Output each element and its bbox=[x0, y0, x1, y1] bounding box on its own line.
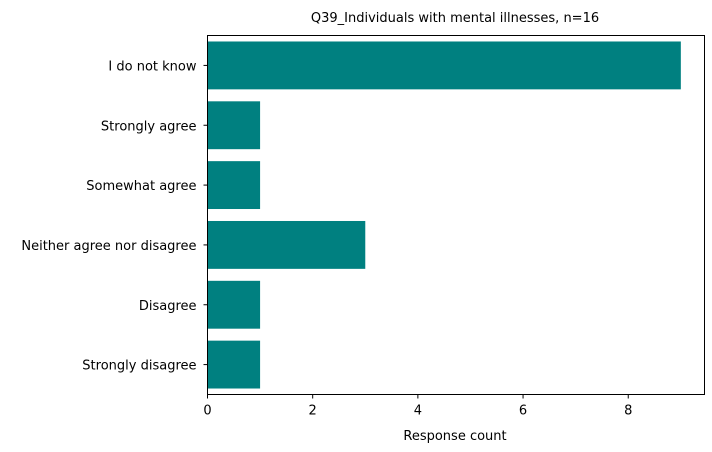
y-tick-label: Neither agree nor disagree bbox=[21, 239, 196, 254]
y-tick-label: I do not know bbox=[108, 59, 196, 74]
x-tick-label: 0 bbox=[203, 404, 211, 419]
bar-somewhat-agree bbox=[207, 161, 261, 210]
x-tick-label: 4 bbox=[414, 404, 422, 419]
x-axis: 0 2 4 6 8 bbox=[203, 394, 632, 419]
bar-i-do-not-know bbox=[207, 41, 681, 90]
y-tick-label: Somewhat agree bbox=[86, 179, 196, 194]
x-tick-label: 6 bbox=[519, 404, 527, 419]
bar-disagree bbox=[207, 280, 261, 329]
y-tick-label: Disagree bbox=[139, 299, 197, 314]
bar-strongly-agree bbox=[207, 101, 261, 150]
y-tick-label: Strongly disagree bbox=[82, 359, 196, 374]
x-axis-title: Response count bbox=[403, 429, 506, 444]
bars-group bbox=[207, 41, 681, 389]
chart-title: Q39_Individuals with mental illnesses, n… bbox=[311, 11, 599, 26]
y-axis: Strongly disagree Disagree Neither agree n… bbox=[21, 59, 208, 374]
plot-frame bbox=[207, 35, 705, 395]
x-tick-label: 2 bbox=[309, 404, 317, 419]
x-tick-label: 8 bbox=[624, 404, 632, 419]
y-tick-label: Strongly agree bbox=[101, 119, 197, 134]
bar-strongly-disagree bbox=[207, 340, 261, 389]
bar-neither-agree-nor-disagree bbox=[207, 220, 366, 269]
